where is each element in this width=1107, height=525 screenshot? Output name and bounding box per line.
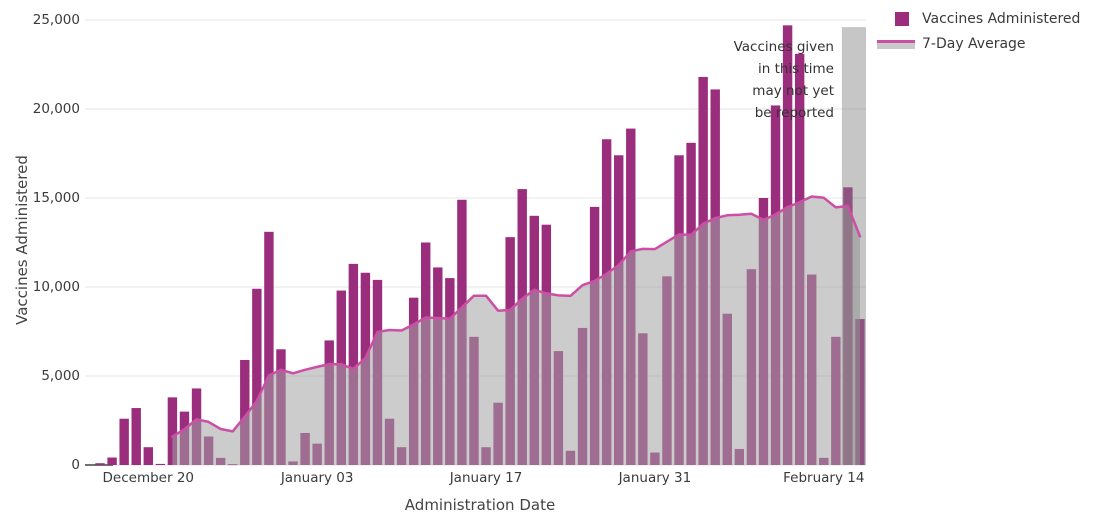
y-tick-label: 20,000 xyxy=(32,101,80,117)
y-axis-title: Vaccines Administered xyxy=(13,155,31,325)
bar-vaccines-administered[interactable] xyxy=(107,457,117,465)
bar-vaccines-administered[interactable] xyxy=(119,418,129,465)
bar-vaccines-administered[interactable] xyxy=(131,408,141,465)
x-tick-label: January 17 xyxy=(449,470,523,486)
legend: Vaccines Administered 7-Day Average xyxy=(877,11,1103,61)
unreported-annotation: Vaccines given in this time may not yet … xyxy=(733,39,834,121)
line-area-swatch-icon xyxy=(877,39,915,49)
y-tick-label: 0 xyxy=(71,457,80,473)
y-tick-label: 25,000 xyxy=(32,12,80,28)
bar-vaccines-administered[interactable] xyxy=(143,447,153,465)
unreported-region-band xyxy=(841,27,866,466)
bar-vaccines-administered[interactable] xyxy=(264,231,274,465)
x-tick-label: February 14 xyxy=(783,470,865,486)
bar-vaccines-administered[interactable] xyxy=(167,397,178,465)
x-tick-label: January 03 xyxy=(280,470,354,486)
y-tick-label: 10,000 xyxy=(32,279,80,295)
legend-item-vaccines-administered[interactable]: Vaccines Administered xyxy=(877,11,1103,27)
line-7-day-average xyxy=(171,195,862,438)
area-7-day-average xyxy=(172,196,860,465)
y-tick-label: 15,000 xyxy=(32,190,80,206)
legend-item-7-day-average[interactable]: 7-Day Average xyxy=(877,36,1103,52)
bar-vaccines-administered[interactable] xyxy=(252,288,262,465)
y-tick-label: 5,000 xyxy=(41,368,80,384)
x-tick-label: December 20 xyxy=(102,470,195,486)
x-axis-title: Administration Date xyxy=(404,496,556,514)
bar-swatch-icon xyxy=(895,12,909,26)
legend-label-vaccines-administered: Vaccines Administered xyxy=(922,11,1081,27)
x-tick-label: January 31 xyxy=(618,470,692,486)
legend-label-7-day-average: 7-Day Average xyxy=(922,36,1026,52)
bar-vaccines-administered[interactable] xyxy=(155,463,166,465)
bar-vaccines-administered[interactable] xyxy=(240,359,250,465)
bar-vaccines-administered[interactable] xyxy=(348,263,359,465)
bar-vaccines-administered[interactable] xyxy=(95,463,105,465)
